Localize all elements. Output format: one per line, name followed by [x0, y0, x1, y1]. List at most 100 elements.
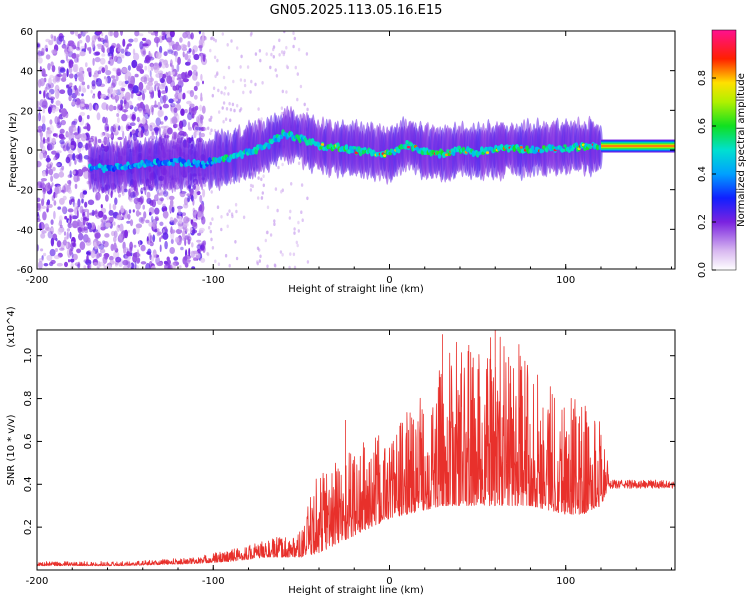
spectrogram-speckle: [71, 120, 78, 126]
spectrogram-speckle: [303, 102, 306, 107]
spectrogram-speckle: [79, 192, 84, 199]
spectrogram-speckle: [110, 243, 115, 252]
spectrogram-speckle: [265, 230, 269, 235]
spectrogram-ridge-peak: [485, 151, 490, 155]
spectrogram-speckle: [184, 109, 188, 114]
spectrogram-speckle: [127, 261, 131, 269]
spectrogram-speckle: [228, 101, 231, 106]
spectrogram-speckle: [191, 242, 194, 248]
spectrogram-speckle: [124, 229, 129, 239]
spectrogram-speckle: [82, 31, 89, 34]
spectrogram-speckle: [134, 31, 140, 37]
spectrogram-ridge-core: [347, 149, 352, 155]
spectrogram-speckle: [78, 232, 84, 241]
spectrogram-speckle: [175, 44, 182, 51]
spectrogram-speckle: [161, 62, 166, 69]
spectrogram-speckle: [86, 123, 91, 132]
spectrogram-speckle: [285, 90, 288, 94]
spectrogram-speckle: [151, 199, 157, 208]
spectrogram-speckle: [160, 121, 164, 125]
spectrogram-y-label: Frequency (Hz): [8, 112, 19, 188]
spectrogram-speckle: [68, 73, 74, 79]
spectrogram-speckle: [195, 126, 202, 131]
spectrogram-speckle: [266, 264, 269, 269]
spectrogram-speckle: [45, 167, 49, 177]
spectrogram-speckle: [257, 176, 260, 180]
spectrogram-speckle: [72, 253, 78, 261]
spectrogram-speckle: [109, 255, 114, 261]
spectrogram-speckle: [37, 244, 40, 252]
spectrogram-speckle: [38, 112, 41, 122]
spectrogram-speckle: [254, 82, 257, 87]
spectrogram-speckle: [159, 197, 165, 202]
spectrogram-speckle: [113, 221, 116, 226]
spectrogram-speckle: [176, 213, 180, 219]
spectrogram-speckle: [257, 107, 260, 111]
y-tick-label: 0.6: [23, 433, 34, 449]
spectrogram-speckle: [60, 241, 65, 250]
spectrogram-speckle: [123, 247, 127, 254]
spectrogram-speckle: [209, 221, 212, 226]
spectrogram-speckle: [178, 85, 183, 94]
spectrogram-speckle: [59, 128, 65, 134]
y-tick-label: 0.8: [23, 391, 34, 407]
spectrogram-speckle: [139, 41, 144, 50]
spectrogram-speckle: [207, 252, 210, 257]
spectrogram-speckle: [145, 262, 151, 269]
spectrogram-speckle: [217, 262, 221, 267]
spectrogram-speckle: [170, 262, 177, 269]
spectrogram-speckle: [186, 259, 191, 264]
spectrogram-speckle: [217, 88, 220, 93]
x-tick-label: 100: [556, 275, 575, 286]
spectrogram-speckle: [74, 73, 78, 80]
spectrogram-speckle: [68, 259, 70, 263]
spectrogram-speckle: [164, 240, 168, 250]
spectrogram-speckle: [51, 150, 57, 155]
spectrogram-speckle: [147, 248, 152, 256]
spectrogram-speckle: [143, 74, 150, 80]
spectrogram-speckle: [149, 234, 153, 244]
spectrogram-speckle: [69, 199, 72, 206]
spectrogram-speckle: [278, 38, 281, 43]
spectrogram-speckle: [116, 43, 121, 49]
spectrogram-speckle: [189, 103, 195, 108]
spectrogram-speckle: [141, 37, 147, 42]
spectrogram-ridge-core: [437, 153, 442, 159]
spectrogram-speckle: [86, 210, 90, 219]
x-tick-label: -100: [202, 576, 225, 587]
spectrogram-speckle: [57, 116, 60, 125]
spectrogram-speckle: [173, 111, 178, 117]
spectrogram-speckle: [59, 108, 62, 113]
spectrogram-speckle: [200, 257, 206, 263]
spectrogram-speckle: [122, 38, 126, 47]
spectrogram-speckle: [49, 119, 53, 125]
spectrogram-speckle: [121, 109, 129, 113]
spectrogram-speckle: [121, 113, 128, 122]
spectrogram-speckle: [168, 78, 173, 82]
spectrogram-speckle: [66, 84, 69, 89]
spectrogram-speckle: [106, 126, 109, 132]
spectrogram-speckle: [211, 246, 215, 250]
colorbar-tick-label: 0.6: [697, 118, 708, 134]
spectrogram-speckle: [243, 78, 246, 83]
spectrogram-x-axis: -200 -100 0 100: [26, 31, 672, 286]
snr-frame: [36, 329, 676, 571]
spectrogram-speckle: [77, 154, 83, 163]
spectrogram-speckle: [226, 43, 229, 47]
spectrogram-speckle: [42, 104, 48, 109]
spectrogram-speckle: [154, 80, 158, 85]
spectrogram-speckle: [77, 141, 83, 149]
spectrogram-speckle: [226, 224, 229, 229]
spectrogram-speckle: [69, 215, 72, 224]
spectrogram-speckle: [275, 74, 279, 78]
spectrogram-speckle: [76, 264, 80, 268]
spectrogram-speckle: [54, 193, 58, 198]
spectrogram-ridge-core: [344, 144, 349, 151]
spectrogram-speckle: [121, 87, 126, 92]
spectrogram-speckle: [76, 206, 79, 210]
spectrogram-speckle: [187, 41, 191, 48]
spectrogram-speckle: [84, 42, 87, 50]
spectrogram-speckle: [74, 85, 77, 91]
spectrogram-speckle: [55, 123, 61, 127]
spectrogram-speckle: [288, 216, 291, 220]
